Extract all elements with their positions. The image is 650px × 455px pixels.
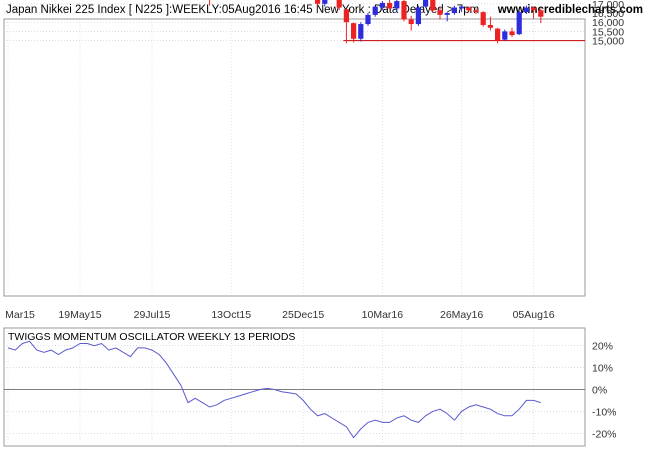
candle-body (538, 10, 544, 17)
price-y-tick-label: 16,000 (592, 17, 624, 29)
candle (466, 6, 472, 13)
candle-body (487, 24, 493, 28)
candle (480, 11, 486, 27)
oscillator-y-tick-label: -10% (592, 406, 617, 418)
candle (516, 10, 522, 36)
candle-body (451, 7, 457, 14)
candle-body (495, 28, 501, 41)
candle (365, 13, 371, 26)
candle-body (415, 7, 421, 25)
candle (336, 0, 342, 11)
candle-body (430, 0, 436, 11)
chart-title: Japan Nikkei 225 Index [ N225 ]:WEEKLY:0… (6, 4, 479, 16)
candle (343, 8, 349, 44)
candle (387, 0, 393, 10)
oscillator-series (7, 340, 541, 439)
oscillator-plot-area (3, 327, 586, 447)
candle (209, 0, 211, 6)
candle (394, 0, 400, 13)
price-y-tick-label: 17,000 (592, 0, 624, 11)
candle-body (322, 0, 328, 4)
price-x-tick-label: Mar15 (5, 309, 35, 321)
price-gridlines (4, 3, 585, 296)
candle-body (408, 19, 414, 25)
candle (531, 6, 537, 19)
candle-body (387, 2, 393, 9)
candle-body (502, 31, 508, 40)
candle (351, 22, 357, 43)
candle (502, 29, 508, 41)
price-x-tick-label: 25Dec15 (282, 309, 324, 321)
candle (437, 6, 443, 20)
candle-body (401, 1, 407, 20)
candle (415, 5, 421, 26)
candle-body (394, 1, 400, 9)
price-plot-area (3, 18, 586, 297)
oscillator-y-tick-label: 10% (592, 363, 613, 375)
candle-body (444, 13, 450, 15)
candle (459, 5, 465, 13)
candle (487, 16, 493, 31)
candle-body (351, 23, 357, 39)
candle (523, 5, 529, 14)
oscillator-y-tick-label: 0% (592, 385, 607, 397)
candle (444, 12, 450, 22)
candle (538, 8, 544, 24)
candle (509, 27, 515, 37)
oscillator-y-axis: 20% 10% 0% -10% -20% (592, 341, 617, 441)
candle-body (358, 24, 364, 39)
candle (495, 27, 501, 44)
price-y-tick-label: 17,500 (592, 0, 624, 2)
price-x-tick-label: 05Aug16 (513, 309, 555, 321)
candle-body (379, 2, 385, 8)
candle (322, 0, 328, 7)
candle (473, 8, 479, 14)
annotation-lines (343, 40, 585, 42)
candlestick-series (209, 0, 544, 44)
oscillator-y-tick-label: -20% (592, 428, 617, 440)
candle-body (480, 12, 486, 25)
candle-body (437, 10, 443, 15)
oscillator-line (7, 340, 541, 439)
price-y-tick-label: 15,500 (592, 26, 624, 38)
price-y-tick-label: 15,000 (592, 36, 624, 48)
oscillator-y-tick-label: 20% (592, 341, 613, 353)
candle-body (516, 12, 522, 35)
candle-body (509, 31, 515, 36)
candle (315, 0, 321, 6)
price-x-tick-label: 29Jul15 (134, 309, 171, 321)
price-x-tick-label: 10Mar16 (362, 309, 404, 321)
candle-body (459, 6, 465, 9)
candle (408, 15, 414, 31)
price-x-tick-label: 19May15 (58, 309, 101, 321)
candle (358, 22, 364, 42)
price-y-tick-label: 16,500 (592, 8, 624, 20)
candle-body (365, 14, 371, 25)
candle-body (336, 0, 342, 8)
candle (430, 0, 436, 13)
price-x-tick-label: 26May16 (440, 309, 483, 321)
candle-body (423, 0, 429, 7)
candle (451, 5, 457, 15)
candle-body (473, 10, 479, 13)
price-y-axis: 15,00015,50016,00016,50017,00017,50018,0… (592, 0, 624, 48)
candle (423, 0, 429, 8)
price-x-tick-label: 13Oct15 (211, 309, 251, 321)
price-panel: 15,00015,50016,00016,50017,00017,50018,0… (3, 0, 624, 321)
candle-body (343, 9, 349, 23)
oscillator-panel: TWIGGS MOMENTUM OSCILLATOR WEEKLY 13 PER… (3, 327, 617, 447)
candle-body (315, 0, 321, 4)
candle-body (372, 6, 378, 15)
candle (401, 0, 407, 22)
candle-body (466, 7, 472, 11)
oscillator-gridlines (4, 328, 585, 446)
price-x-axis: Mar15 19May15 29Jul15 13Oct15 25Dec15 10Mar16… (5, 309, 555, 321)
candle-body (531, 7, 537, 11)
candle (372, 5, 378, 17)
candle-body (523, 7, 529, 13)
candle (379, 1, 385, 11)
